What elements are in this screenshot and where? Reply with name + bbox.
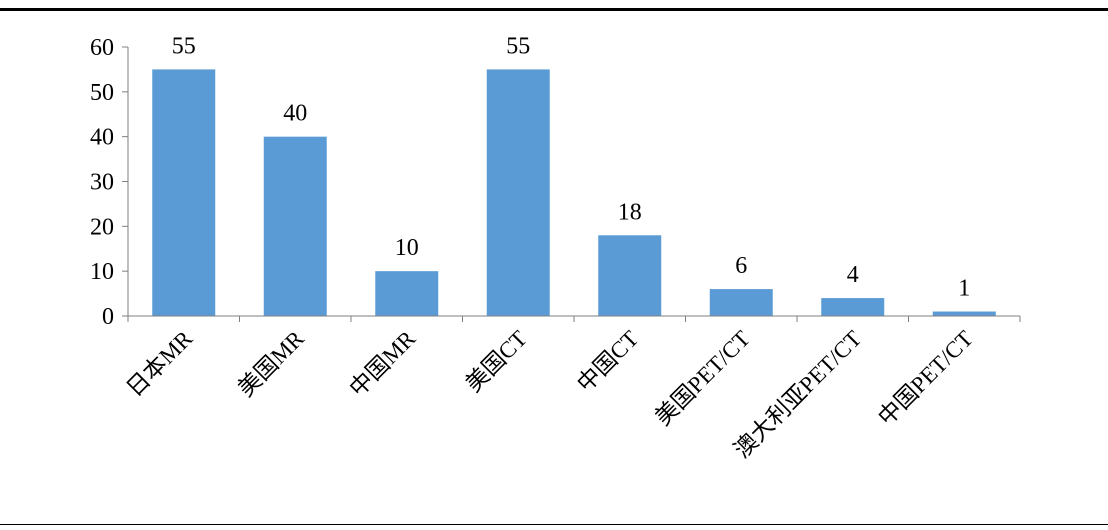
y-tick-label: 0: [102, 304, 114, 330]
data-label: 4: [847, 262, 859, 288]
x-tick-label: 美国CT: [461, 326, 532, 397]
axes-group: [127, 47, 1021, 322]
bar: [263, 136, 327, 316]
bar: [375, 271, 439, 316]
x-tick-label: 日本MR: [122, 325, 198, 401]
y-axis-ticks: 0 10 20 30 40 50 60: [90, 35, 128, 330]
y-tick-label: 50: [90, 80, 114, 106]
bars-group: [152, 69, 996, 317]
bar: [152, 69, 216, 317]
y-tick-label: 30: [90, 170, 114, 196]
bar: [932, 311, 996, 316]
bar: [709, 289, 773, 316]
y-tick-label: 60: [90, 35, 114, 61]
x-tick-label: 美国MR: [233, 325, 309, 401]
x-tick-label: 中国CT: [572, 326, 643, 397]
x-tick-label: 中国PET/CT: [873, 326, 977, 430]
y-tick-label: 20: [90, 214, 114, 240]
x-tick-label: 美国PET/CT: [650, 326, 754, 430]
data-label: 1: [958, 276, 970, 302]
data-label: 18: [618, 199, 642, 225]
bar: [598, 235, 662, 316]
data-label: 10: [395, 235, 419, 261]
data-label: 40: [283, 101, 307, 127]
data-label: 55: [172, 33, 196, 59]
y-tick-label: 40: [90, 125, 114, 151]
x-tick-label: 中国MR: [345, 325, 421, 401]
data-label: 6: [735, 253, 747, 279]
bar: [821, 298, 885, 316]
y-tick-label: 10: [90, 259, 114, 285]
data-label: 55: [506, 33, 530, 59]
data-labels-group: 55 40 10 55 18 6 4 1: [172, 33, 971, 301]
top-rule: [0, 8, 1108, 11]
bottom-rule: [0, 524, 1108, 525]
bar: [486, 69, 550, 317]
